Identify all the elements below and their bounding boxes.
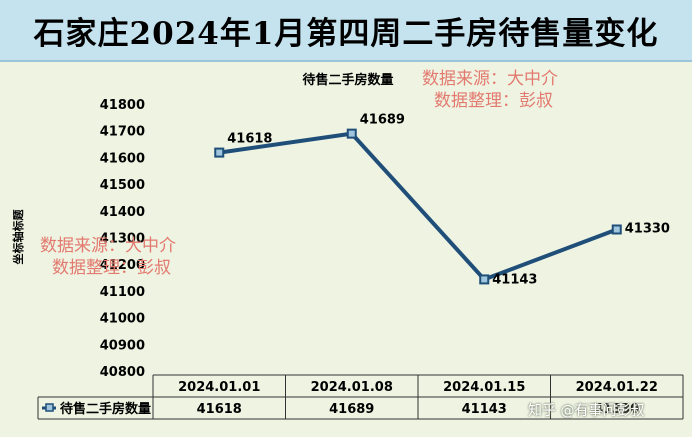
chart-title: 待售二手房数量 (301, 72, 393, 88)
y-tick-label: 40900 (100, 338, 145, 353)
x-tick-label: 2024.01.01 (178, 380, 260, 395)
y-tick-label: 40800 (100, 365, 145, 380)
y-tick-label: 41300 (100, 232, 145, 247)
watermark-source: 数据来源：大中介 (422, 69, 558, 89)
x-tick-label: 2024.01.08 (311, 380, 393, 395)
x-tick-label: 2024.01.15 (443, 380, 525, 395)
y-tick-label: 41600 (100, 151, 145, 166)
chart-panel: 待售二手房数量 坐标轴标题 40800 40900 41000 41100 41200 413… (0, 62, 692, 437)
y-axis-title: 坐标轴标题 (11, 209, 25, 265)
y-tick-label: 41400 (100, 205, 145, 220)
data-label: 41143 (492, 272, 537, 287)
page-title: 石家庄2024年1月第四周二手房待售量变化 (33, 15, 659, 52)
series-line (218, 131, 618, 282)
data-point (346, 128, 357, 139)
watermark-organizer: 数据整理：彭叔 (52, 258, 171, 278)
data-point (611, 224, 622, 235)
watermark-left: 数据来源：大中介 数据整理：彭叔 (40, 235, 176, 279)
watermark-source: 数据来源：大中介 (40, 236, 176, 256)
zhihu-watermark: 知乎 @有事问彭叔 (528, 403, 645, 419)
legend-marker (45, 403, 54, 412)
table-value: 41330 (594, 402, 639, 417)
y-tick-label: 41800 (100, 98, 145, 113)
data-label: 41689 (360, 113, 405, 128)
y-tick-label: 41700 (100, 125, 145, 140)
y-tick-label: 41500 (100, 178, 145, 193)
data-point (214, 147, 225, 158)
y-tick-label: 41100 (100, 285, 145, 300)
table-value: 41618 (197, 402, 242, 417)
watermark-top: 数据来源：大中介 数据整理：彭叔 (422, 68, 558, 112)
y-tick-label: 41000 (100, 312, 145, 327)
legend-label: 待售二手房数量 (59, 401, 151, 417)
x-tick-label: 2024.01.22 (576, 380, 658, 395)
data-point (479, 274, 490, 285)
title-banner: 石家庄2024年1月第四周二手房待售量变化 (0, 0, 692, 62)
watermark-organizer: 数据整理：彭叔 (434, 91, 553, 111)
y-tick-label: 41200 (100, 258, 145, 273)
table-value: 41689 (329, 402, 374, 417)
line-chart: 待售二手房数量坐标轴标题4080040900410004110041200413… (11, 72, 684, 420)
table-value: 41143 (462, 402, 507, 417)
data-label: 41618 (227, 132, 272, 147)
data-label: 41330 (625, 221, 670, 236)
